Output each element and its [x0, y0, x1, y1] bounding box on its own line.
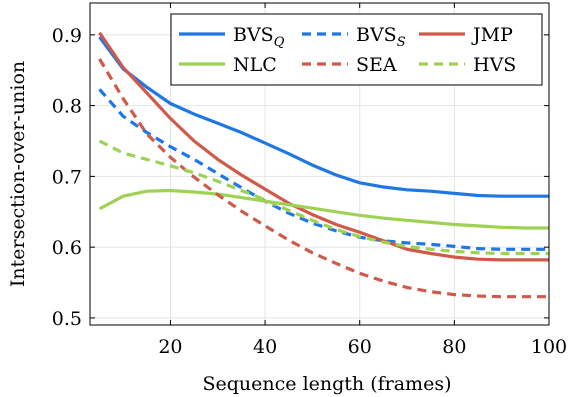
x-tick-label: 100	[531, 336, 567, 358]
x-tick-label: 60	[348, 336, 372, 358]
series-line-bvsq	[98, 36, 549, 198]
legend-label: HVS	[473, 54, 516, 76]
plot-frame	[89, 2, 550, 326]
y-tick-label: 0.8	[52, 96, 82, 118]
y-tick-label: 0.9	[52, 25, 82, 47]
series-line-jmp	[98, 31, 549, 262]
y-tick-label: 0.7	[52, 166, 82, 188]
x-tick-label: 20	[158, 336, 182, 358]
legend-label: NLC	[233, 54, 277, 76]
legend-label: SEA	[356, 54, 397, 76]
series-lines	[98, 31, 549, 299]
x-tick-label: 40	[253, 336, 277, 358]
legend-box	[170, 13, 543, 86]
y-tick-label: 0.6	[52, 237, 82, 259]
series-line-nlc	[98, 188, 549, 230]
y-tick-label: 0.5	[52, 308, 82, 330]
x-tick-label: 80	[442, 336, 466, 358]
tick-labels: 20 40 60 80 100 0.5 0.6 0.7 0.8 0.9	[52, 25, 567, 358]
x-axis-label: Sequence length (frames)	[203, 373, 452, 395]
series-line-hvs	[98, 139, 549, 256]
series-line-sea	[98, 58, 549, 299]
legend-label: JMP	[471, 24, 513, 46]
series-line-bvss	[98, 88, 549, 251]
y-axis-label: Intersection-over-union	[7, 61, 29, 287]
axis-ticks	[90, 3, 550, 325]
